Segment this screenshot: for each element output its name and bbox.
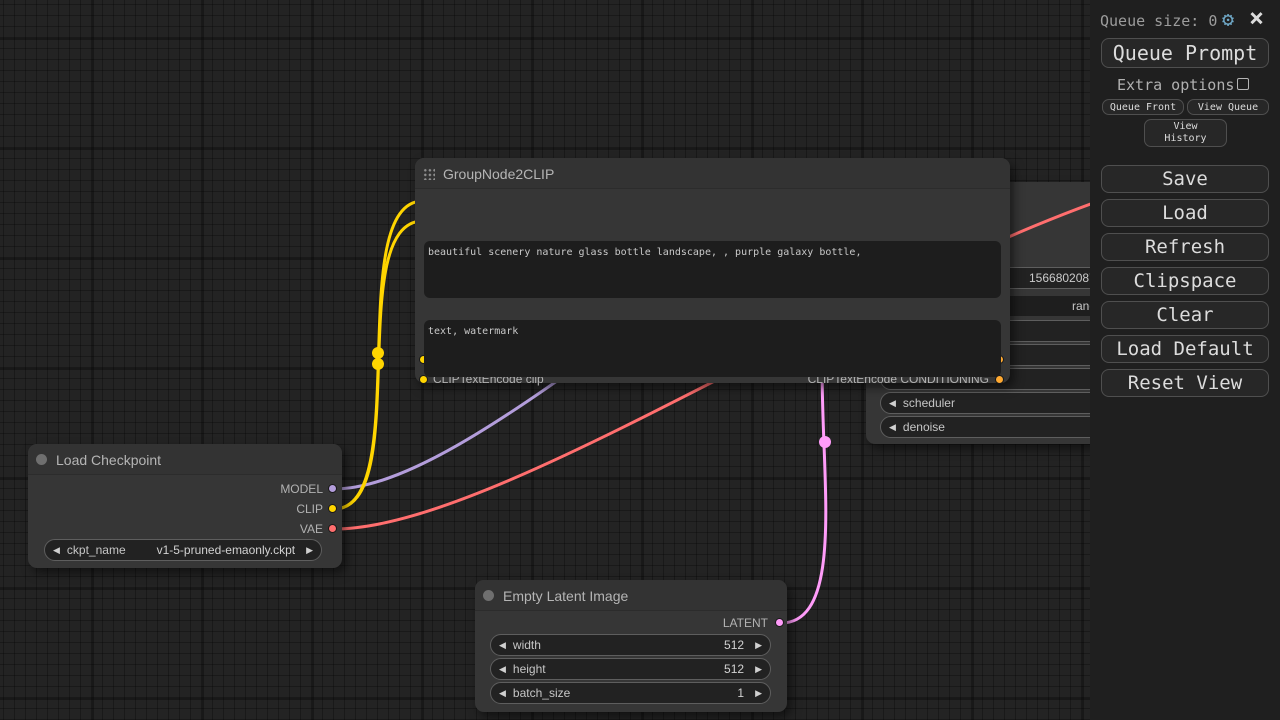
- settings-gear-icon[interactable]: ⚙: [1222, 7, 1235, 31]
- height-value: 512: [724, 662, 745, 676]
- node-title: Load Checkpoint: [56, 452, 162, 468]
- output-slot-model[interactable]: [328, 484, 337, 493]
- batch-size-label: batch_size: [512, 686, 571, 700]
- node-empty-latent-header[interactable]: Empty Latent Image: [475, 580, 787, 611]
- close-icon[interactable]: ×: [1249, 3, 1265, 32]
- increment-arrow-icon[interactable]: ▶: [755, 639, 762, 650]
- queue-prompt-button[interactable]: Queue Prompt: [1101, 38, 1269, 68]
- increment-arrow-icon[interactable]: ▶: [306, 544, 313, 555]
- view-queue-button[interactable]: View Queue: [1187, 99, 1269, 115]
- decrement-arrow-icon[interactable]: ◀: [499, 663, 506, 674]
- negative-prompt-textarea[interactable]: text, watermark: [424, 320, 1001, 377]
- output-label-clip: CLIP: [296, 502, 323, 516]
- output-slot-vae[interactable]: [328, 524, 337, 533]
- queue-front-button[interactable]: Queue Front: [1102, 99, 1184, 115]
- extra-options-checkbox[interactable]: [1237, 78, 1249, 90]
- output-slot-clip[interactable]: [328, 504, 337, 513]
- denoise-label: denoise: [902, 420, 945, 434]
- decrement-arrow-icon[interactable]: ◀: [889, 397, 896, 408]
- menu-panel: Queue size: 0 ⚙ × Queue Prompt Extra opt…: [1090, 0, 1280, 720]
- clipspace-button[interactable]: Clipspace: [1101, 267, 1269, 295]
- collapse-dot-icon[interactable]: [483, 590, 494, 601]
- save-button[interactable]: Save: [1101, 165, 1269, 193]
- node-load-checkpoint[interactable]: Load Checkpoint MODEL CLIP VAE ◀ ckpt_na…: [28, 444, 342, 568]
- ckpt-name-value: v1-5-pruned-emaonly.ckpt: [156, 543, 296, 557]
- view-history-line2: History: [1164, 133, 1207, 144]
- output-label-vae: VAE: [299, 522, 323, 536]
- view-history-line1: View: [1173, 121, 1198, 132]
- view-history-button[interactable]: View History: [1144, 119, 1227, 147]
- node-title: Empty Latent Image: [503, 588, 629, 604]
- collapse-dot-icon[interactable]: [36, 454, 47, 465]
- positive-prompt-textarea[interactable]: beautiful scenery nature glass bottle la…: [424, 241, 1001, 298]
- extra-options-label: Extra options: [1117, 76, 1235, 94]
- node-title: GroupNode2CLIP: [443, 166, 555, 182]
- ckpt-name-widget[interactable]: ◀ ckpt_name v1-5-pruned-emaonly.ckpt ▶: [44, 539, 322, 561]
- increment-arrow-icon[interactable]: ▶: [755, 687, 762, 698]
- decrement-arrow-icon[interactable]: ◀: [889, 421, 896, 432]
- drag-handle-icon[interactable]: [423, 168, 435, 180]
- decrement-arrow-icon[interactable]: ◀: [499, 687, 506, 698]
- queue-size-label: Queue size: 0: [1100, 12, 1218, 30]
- node-empty-latent[interactable]: Empty Latent Image LATENT ◀ width 512 ▶ …: [475, 580, 787, 712]
- output-label-latent: LATENT: [722, 616, 768, 630]
- batch-size-value: 1: [737, 686, 745, 700]
- width-widget[interactable]: ◀ width 512 ▶: [490, 634, 771, 656]
- output-label-model: MODEL: [280, 482, 323, 496]
- width-value: 512: [724, 638, 745, 652]
- ckpt-name-label: ckpt_name: [66, 543, 126, 557]
- output-slot-latent[interactable]: [775, 618, 784, 627]
- load-default-button[interactable]: Load Default: [1101, 335, 1269, 363]
- height-label: height: [512, 662, 546, 676]
- load-button[interactable]: Load: [1101, 199, 1269, 227]
- reset-view-button[interactable]: Reset View: [1101, 369, 1269, 397]
- node-group-clip[interactable]: GroupNode2CLIP clip CLIPTextEncode clip …: [415, 158, 1010, 386]
- node-load-checkpoint-header[interactable]: Load Checkpoint: [28, 444, 342, 475]
- batch-size-widget[interactable]: ◀ batch_size 1 ▶: [490, 682, 771, 704]
- refresh-button[interactable]: Refresh: [1101, 233, 1269, 261]
- increment-arrow-icon[interactable]: ▶: [755, 663, 762, 674]
- decrement-arrow-icon[interactable]: ◀: [499, 639, 506, 650]
- node-group-clip-header[interactable]: GroupNode2CLIP: [415, 158, 1010, 189]
- clear-button[interactable]: Clear: [1101, 301, 1269, 329]
- decrement-arrow-icon[interactable]: ◀: [53, 544, 60, 555]
- height-widget[interactable]: ◀ height 512 ▶: [490, 658, 771, 680]
- width-label: width: [512, 638, 541, 652]
- seed-value: 1566802087: [1029, 271, 1096, 285]
- scheduler-label: scheduler: [902, 396, 955, 410]
